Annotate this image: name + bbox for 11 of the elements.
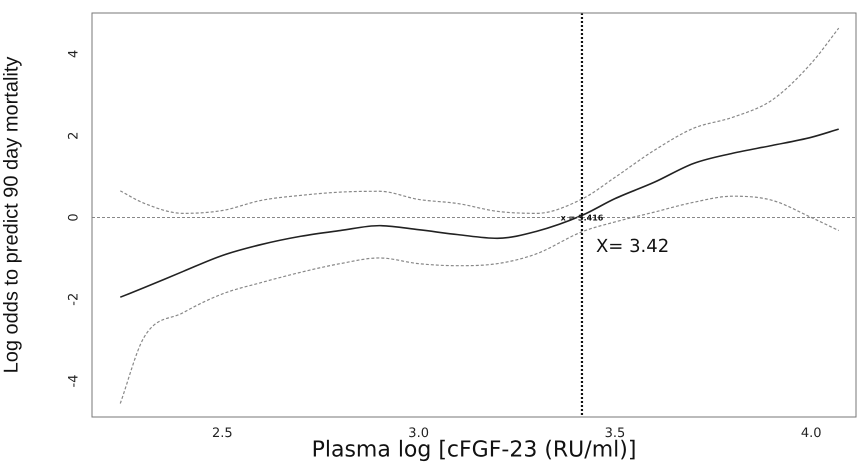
y-tick-label: -4: [66, 374, 82, 388]
x-tick-label: 2.5: [212, 426, 233, 442]
line-series: [119, 128, 840, 298]
y-axis-title: Log odds to predict 90 day mortality: [0, 56, 23, 374]
x-tick-label: 4.0: [800, 426, 822, 442]
y-tick-label: 0: [66, 213, 82, 222]
y-tick-label: 4: [66, 50, 82, 58]
line-series: [120, 28, 840, 214]
annotation: X= 3.42: [596, 236, 670, 258]
y-tick-label: -2: [66, 292, 82, 306]
y-tick-label: 2: [66, 132, 82, 140]
